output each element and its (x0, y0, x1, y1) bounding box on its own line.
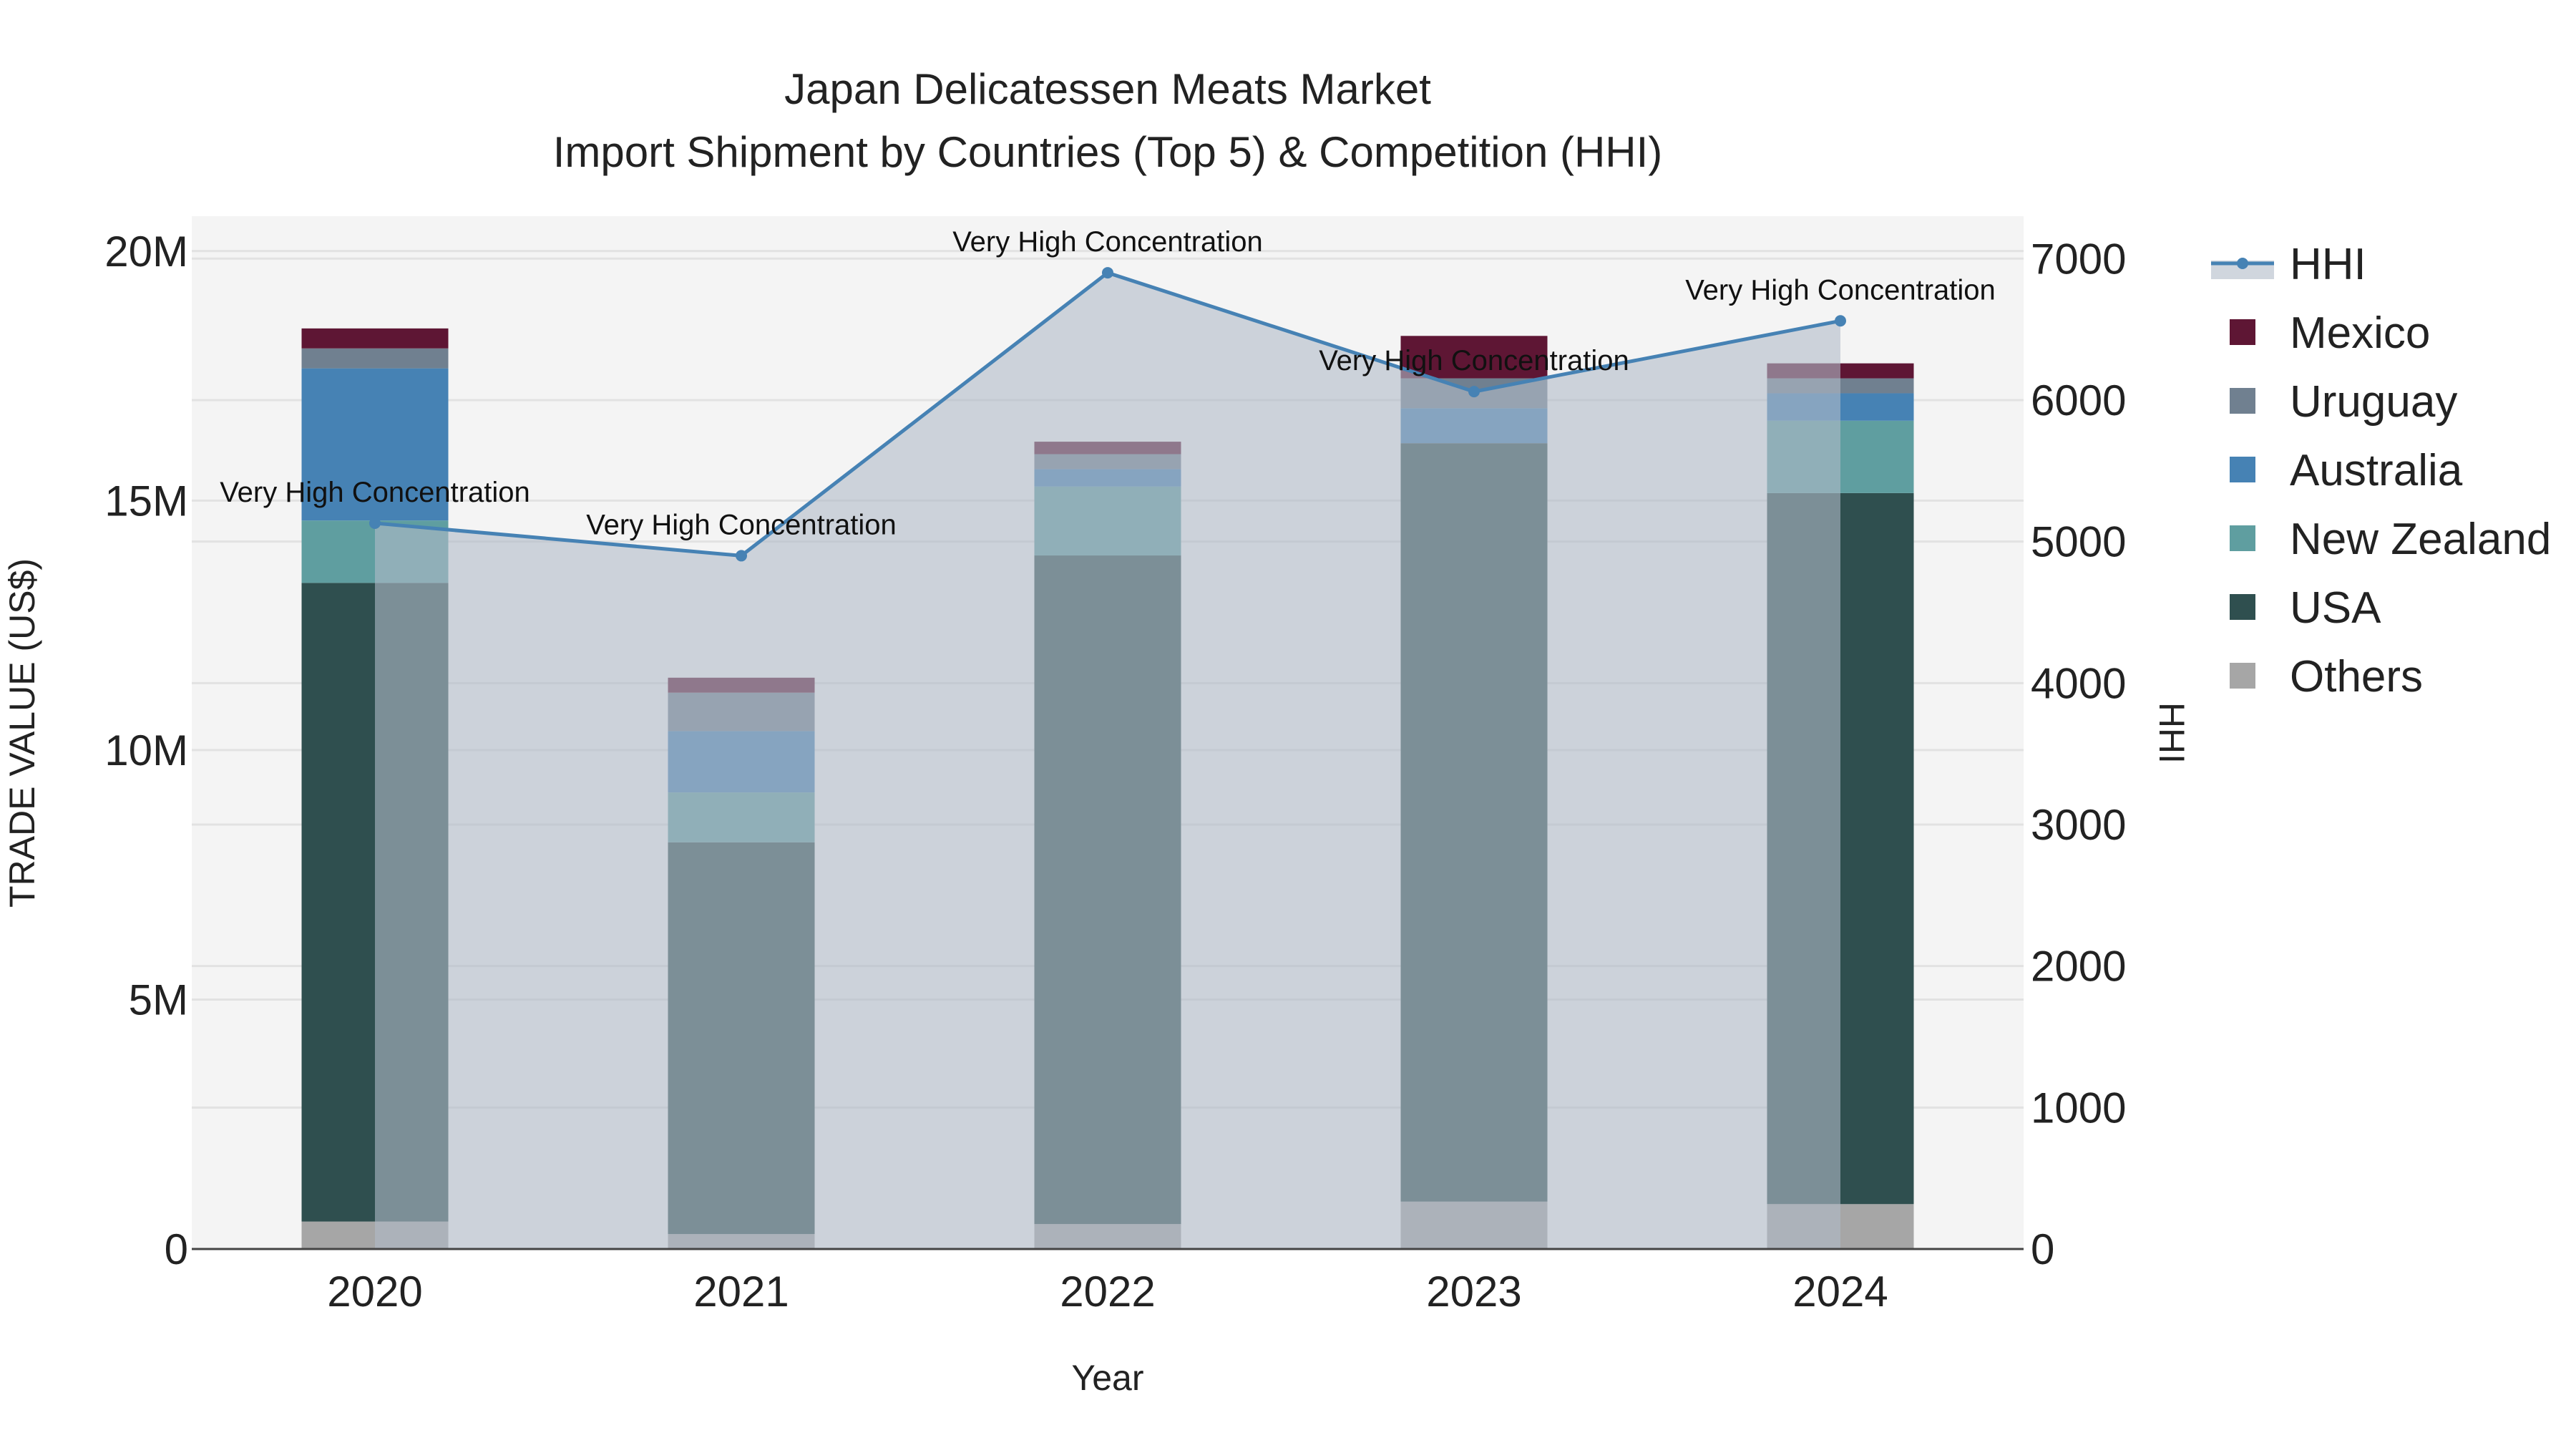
x-tick-label: 2020 (327, 1268, 422, 1316)
y2-tick-label: 7000 (2031, 235, 2126, 283)
legend-item-new-zealand[interactable]: New Zealand (2230, 515, 2551, 564)
hhi-point-2021 (736, 550, 747, 562)
bar-mexico-2023 (1400, 336, 1548, 379)
legend-swatch (2230, 457, 2255, 482)
chart-title: Japan Delicatessen Meats Market (784, 65, 1431, 113)
legend-swatch (2230, 594, 2255, 620)
legend-swatch-hhi-marker (2237, 258, 2248, 269)
hhi-point-2022 (1102, 267, 1113, 279)
x-tick-label: 2023 (1426, 1268, 1521, 1316)
legend-label: Mexico (2290, 308, 2430, 358)
y2-axis-title: HHI (2152, 702, 2192, 764)
legend-item-australia[interactable]: Australia (2230, 446, 2463, 495)
y-tick-label: 15M (104, 477, 188, 525)
legend-swatch (2230, 319, 2255, 345)
hhi-annotation: Very High Concentration (220, 477, 530, 508)
chart-subtitle: Import Shipment by Countries (Top 5) & C… (553, 128, 1663, 176)
x-tick-label: 2022 (1060, 1268, 1155, 1316)
y2-tick-label: 6000 (2031, 376, 2126, 424)
y-tick-label: 20M (104, 228, 188, 276)
y2-tick-label: 3000 (2031, 801, 2126, 849)
hhi-annotation: Very High Concentration (586, 509, 897, 540)
hhi-point-2023 (1468, 386, 1480, 398)
hhi-annotation: Very High Concentration (952, 226, 1263, 258)
legend-swatch (2230, 388, 2255, 414)
bar-uruguay-2020 (301, 348, 449, 369)
legend-label: New Zealand (2290, 515, 2551, 564)
legend-label: Australia (2290, 446, 2463, 495)
legend-swatch (2230, 663, 2255, 689)
legend-item-uruguay[interactable]: Uruguay (2230, 377, 2457, 427)
legend-item-usa[interactable]: USA (2230, 583, 2381, 633)
y2-tick-label: 4000 (2031, 659, 2126, 707)
y-tick-label: 5M (129, 976, 188, 1024)
hhi-annotation: Very High Concentration (1319, 345, 1629, 376)
legend-item-hhi[interactable]: HHI (2211, 240, 2366, 289)
y2-tick-label: 5000 (2031, 518, 2126, 566)
bar-mexico-2020 (301, 328, 449, 349)
hhi-point-2024 (1835, 315, 1846, 327)
x-tick-label: 2024 (1792, 1268, 1888, 1316)
y2-tick-label: 2000 (2031, 943, 2126, 991)
legend-item-mexico[interactable]: Mexico (2230, 308, 2430, 358)
y-tick-label: 0 (165, 1225, 188, 1273)
legend-label: Uruguay (2290, 377, 2457, 427)
legend-swatch (2230, 525, 2255, 551)
legend-label: USA (2290, 583, 2381, 633)
y2-tick-label: 1000 (2031, 1084, 2126, 1132)
bar-australia-2020 (301, 368, 449, 521)
x-axis-title: Year (1071, 1358, 1143, 1398)
hhi-annotation: Very High Concentration (1685, 274, 1996, 306)
y2-tick-label: 0 (2031, 1225, 2054, 1273)
hhi-area (375, 273, 1840, 1249)
legend-item-others[interactable]: Others (2230, 652, 2423, 701)
hhi-point-2020 (369, 517, 381, 529)
y-axis-title: TRADE VALUE (US$) (2, 558, 42, 908)
legend-label: HHI (2290, 240, 2366, 289)
y-tick-label: 10M (104, 726, 188, 774)
x-tick-label: 2021 (693, 1268, 789, 1316)
legend-label: Others (2290, 652, 2423, 701)
